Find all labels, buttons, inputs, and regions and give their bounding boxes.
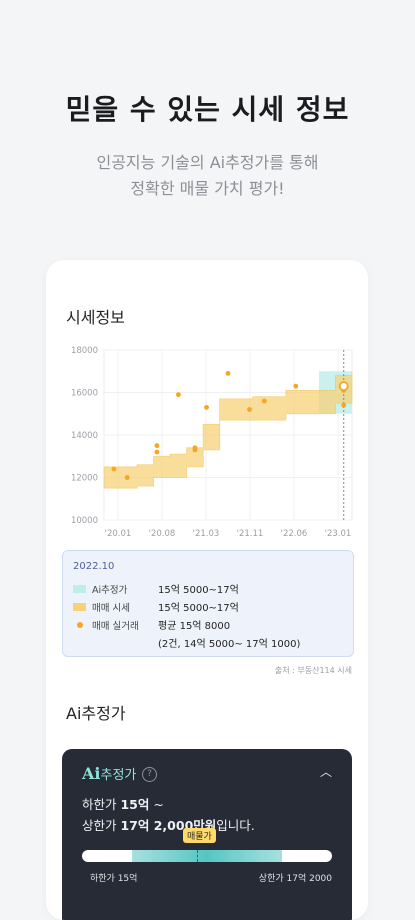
legend-row-transaction: 매매 실거래 평균 15억 8000	[73, 617, 230, 632]
legend-date: 2022.10	[73, 561, 115, 572]
legend-value: 15억 5000~17억	[158, 585, 239, 596]
range-low-label: 하한가 15억	[90, 874, 138, 884]
range-high-label: 상한가 17억 2000	[258, 874, 332, 884]
estimate-range-fill	[132, 850, 282, 862]
y-tick-label: 18000	[71, 346, 98, 356]
lower-suffix: ~	[149, 797, 164, 812]
data-source: 출처 : 부동산114 시세	[274, 666, 352, 675]
transaction-point	[204, 404, 209, 410]
ai-logo: Ai추정가	[82, 764, 136, 783]
ai-logo-sub: 추정가	[100, 768, 137, 783]
transaction-point	[293, 383, 299, 389]
ai-section-title: Ai추정가	[66, 704, 126, 723]
sale-price-band	[103, 371, 353, 489]
hero-subtitle-line1: 인공지능 기술의 Ai추정가를 통해	[96, 153, 319, 172]
legend-row-ai: Ai추정가 15억 5000~17억	[73, 581, 239, 596]
legend-transaction-detail: (2건, 14억 5000~ 17억 1000)	[158, 635, 300, 650]
legend-value: 평균 15억 8000	[158, 621, 231, 632]
x-tick-label: '23.01	[325, 529, 352, 539]
legend-box: 2022.10 Ai추정가 15억 5000~17억 매매 시세 15억 500…	[62, 550, 354, 657]
transaction-point	[225, 370, 231, 376]
legend-label: Ai추정가	[92, 584, 128, 596]
y-tick-label: 14000	[71, 431, 98, 441]
transaction-dot-icon	[73, 621, 86, 629]
transaction-point	[247, 407, 252, 412]
chevron-up-icon[interactable]: ︿	[319, 765, 332, 779]
help-icon[interactable]: ?	[142, 767, 157, 782]
transaction-point	[124, 475, 130, 480]
x-tick-label: '22.06	[281, 529, 308, 539]
x-tick-label: '20.08	[149, 529, 176, 539]
transaction-point	[261, 398, 267, 404]
transaction-point	[111, 466, 117, 472]
legend-row-sale: 매매 시세 15억 5000~17억	[73, 599, 239, 614]
estimate-range-bar	[82, 850, 332, 862]
y-tick-label: 10000	[71, 516, 98, 526]
hero-subtitle: 인공지능 기술의 Ai추정가를 통해 정확한 매물 가치 평가!	[0, 150, 415, 202]
hero-subtitle-line2: 정확한 매물 가치 평가!	[130, 179, 285, 198]
transaction-point	[154, 449, 160, 455]
listing-price-line	[197, 850, 198, 862]
legend-label: 매매 실거래	[92, 620, 139, 632]
ai-estimate-text: 하한가 15억 ~ 상한가 17억 2,000만원입니다.	[82, 794, 255, 836]
transaction-point	[154, 443, 160, 449]
hero-title: 믿을 수 있는 시세 정보	[65, 93, 350, 126]
x-tick-label: '21.11	[237, 529, 264, 539]
lower-prefix: 하한가	[82, 797, 121, 812]
y-tick-label: 16000	[71, 389, 98, 399]
ai-estimate-card: Ai추정가 ? ︿ 하한가 15억 ~ 상한가 17억 2,000만원입니다. …	[62, 749, 352, 920]
ai-logo-main: Ai	[82, 764, 101, 783]
x-tick-label: '20.01	[105, 529, 132, 539]
upper-suffix: 입니다.	[216, 818, 255, 833]
price-chart[interactable]: 18000 16000 14000 12000 10000 '20.01 '20.08 '21…	[46, 340, 368, 540]
y-tick-label: 12000	[71, 474, 98, 484]
selected-marker	[338, 381, 349, 392]
legend-value: 15억 5000~17억	[158, 603, 239, 614]
sale-swatch-icon	[73, 602, 86, 611]
x-tick-label: '21.03	[193, 529, 220, 539]
upper-prefix: 상한가	[82, 818, 121, 833]
ai-swatch-icon	[73, 584, 86, 593]
lower-value: 15억	[120, 797, 150, 812]
market-info-card: 시세정보 18000 16000 14000 12000 10000 '20.01 '20.…	[46, 260, 368, 920]
listing-price-tag: 매물가	[183, 828, 216, 843]
transaction-point	[192, 447, 198, 453]
transaction-detail: (2건, 14억 5000~ 17억 1000)	[158, 639, 301, 650]
market-section-title: 시세정보	[66, 308, 125, 327]
transaction-point	[176, 392, 181, 398]
transaction-point	[341, 402, 347, 408]
legend-label: 매매 시세	[92, 602, 130, 614]
